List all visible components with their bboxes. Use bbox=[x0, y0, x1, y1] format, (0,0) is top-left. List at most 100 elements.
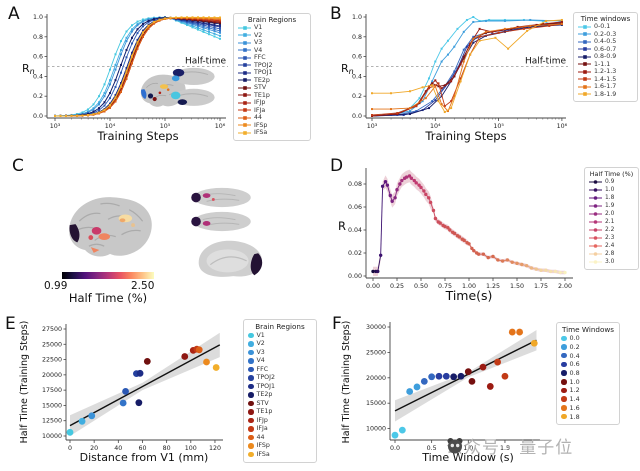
svg-text:0.04: 0.04 bbox=[348, 227, 362, 234]
svg-text:20000: 20000 bbox=[42, 372, 62, 379]
svg-text:0.6: 0.6 bbox=[33, 54, 43, 61]
panel-b-learning-curves-by-time-window: 0.0 0.2 0.4 0.6 0.8 1.0 10³ 10⁴ 10⁵ 10⁶ Half-time T… bbox=[341, 14, 568, 143]
svg-text:0.02: 0.02 bbox=[348, 250, 362, 257]
legend-entry: TPOJ2 bbox=[247, 374, 313, 383]
legend-entry: IFJa bbox=[237, 107, 307, 115]
svg-text:Time Window (s): Time Window (s) bbox=[421, 451, 514, 464]
svg-text:1.75: 1.75 bbox=[534, 283, 548, 290]
legend-entry: 1.2-1.3 bbox=[577, 68, 634, 76]
legend-entry: TE2p bbox=[237, 77, 307, 85]
svg-text:15000: 15000 bbox=[366, 400, 386, 407]
svg-text:0.4: 0.4 bbox=[33, 73, 43, 80]
watermark: 公众号 · 量子位 bbox=[446, 433, 573, 458]
legend-entry: IFJp bbox=[237, 99, 307, 107]
legend-entry: 1.4 bbox=[560, 395, 616, 404]
svg-text:25000: 25000 bbox=[366, 349, 386, 356]
legend-title: Time windows bbox=[580, 15, 631, 23]
panel-d-r-vs-time-curve: 0.00 0.02 0.04 0.06 0.08 0.00 0.25 0.50 0.75 1.00… bbox=[338, 168, 573, 303]
svg-text:0: 0 bbox=[68, 445, 72, 452]
svg-text:22500: 22500 bbox=[42, 357, 62, 364]
legend-entry: V3 bbox=[247, 348, 313, 357]
legend-entry: STV bbox=[247, 399, 313, 408]
legend-entry: 2.4 bbox=[588, 242, 635, 250]
svg-text:Half-time: Half-time bbox=[525, 57, 567, 67]
svg-text:0.06: 0.06 bbox=[348, 204, 362, 211]
svg-text:0.0: 0.0 bbox=[33, 113, 43, 120]
svg-text:1.0: 1.0 bbox=[352, 14, 362, 21]
legend-entry: 2.0 bbox=[588, 210, 635, 218]
legend-brain-regions-e: Brain Regions V1 V2 V3 V4 FFC TPOJ2 TPOJ1 TE2p ST… bbox=[243, 319, 317, 463]
brain-lateral-view bbox=[69, 197, 152, 257]
svg-text:0.00: 0.00 bbox=[348, 273, 362, 280]
legend-entry: 1.8-1.9 bbox=[577, 91, 634, 99]
panel-e-label: E bbox=[5, 314, 16, 334]
legend-entry: 1.6 bbox=[560, 404, 616, 413]
legend-entry: IFSa bbox=[237, 129, 307, 137]
panel-f-label: F bbox=[332, 314, 342, 334]
legend-entry: 0.9 bbox=[588, 178, 635, 186]
svg-text:1.00: 1.00 bbox=[462, 283, 476, 290]
svg-text:10⁶: 10⁶ bbox=[557, 123, 568, 130]
svg-text:10000: 10000 bbox=[366, 426, 386, 433]
svg-text:1.5: 1.5 bbox=[500, 445, 510, 452]
svg-text:17500: 17500 bbox=[42, 387, 62, 394]
svg-text:30000: 30000 bbox=[366, 324, 386, 331]
legend-entry: IFJa bbox=[247, 425, 313, 434]
svg-text:2.00: 2.00 bbox=[558, 283, 572, 290]
svg-text:Time(s): Time(s) bbox=[445, 288, 493, 303]
svg-text:1.0: 1.0 bbox=[463, 445, 473, 452]
svg-text:10³: 10³ bbox=[50, 123, 61, 130]
panel-e-halftime-vs-distance-scatter: 10000 12500 15000 17500 20000 22500 25000 27500… bbox=[19, 321, 223, 464]
legend-entry: 1-1.1 bbox=[577, 61, 634, 69]
colorbar-min-label: 0.99 bbox=[44, 280, 68, 292]
svg-text:10³: 10³ bbox=[367, 123, 378, 130]
legend-entry: 1.6-1.7 bbox=[577, 83, 634, 91]
svg-text:100: 100 bbox=[185, 445, 197, 452]
legend-entry: V2 bbox=[247, 340, 313, 349]
legend-title: Brain Regions bbox=[247, 16, 297, 24]
svg-text:Half Time (Training Steps): Half Time (Training Steps) bbox=[341, 321, 352, 444]
svg-text:10⁴: 10⁴ bbox=[105, 123, 116, 130]
legend-entry: 1.9 bbox=[588, 202, 635, 210]
legend-entry: V4 bbox=[237, 47, 307, 55]
legend-entry: 0.8 bbox=[560, 369, 616, 378]
svg-text:Training Steps: Training Steps bbox=[96, 129, 178, 143]
svg-text:0.25: 0.25 bbox=[390, 283, 404, 290]
svg-text:1.50: 1.50 bbox=[510, 283, 524, 290]
svg-text:80: 80 bbox=[163, 445, 171, 452]
legend-entry: IFSp bbox=[237, 122, 307, 130]
svg-text:0.2: 0.2 bbox=[33, 93, 43, 100]
legend-entry: FFC bbox=[247, 365, 313, 374]
legend-entry: V4 bbox=[247, 357, 313, 366]
svg-text:10⁵: 10⁵ bbox=[493, 123, 504, 130]
legend-entry: V3 bbox=[237, 39, 307, 47]
legend-entry: 2.3 bbox=[588, 234, 635, 242]
legend-entry: V2 bbox=[237, 32, 307, 40]
svg-text:0.75: 0.75 bbox=[438, 283, 452, 290]
legend-entry: 1.4-1.5 bbox=[577, 76, 634, 84]
legend-entry: 3.0 bbox=[588, 258, 635, 266]
legend-entry: TE2p bbox=[247, 391, 313, 400]
panel-d-label: D bbox=[330, 156, 344, 176]
panel-c-label: C bbox=[12, 156, 24, 176]
qbitai-panda-logo-icon bbox=[447, 438, 463, 454]
legend-entry: 0.8-0.9 bbox=[577, 53, 634, 61]
legend-entry: V1 bbox=[237, 24, 307, 32]
svg-text:Half-time: Half-time bbox=[185, 57, 227, 67]
svg-text:15000: 15000 bbox=[42, 402, 62, 409]
svg-text:20: 20 bbox=[90, 445, 98, 452]
legend-entry: 1.2 bbox=[560, 386, 616, 395]
brain-inset-stacked-views bbox=[170, 67, 215, 106]
svg-text:Distance from V1 (mm): Distance from V1 (mm) bbox=[80, 451, 209, 464]
svg-text:27500: 27500 bbox=[42, 326, 62, 333]
legend-entry: 1.0 bbox=[560, 377, 616, 386]
legend-time-windows-b: Time windows 0-0.1 0.2-0.3 0.4-0.5 0.6-0.7 0.… bbox=[573, 12, 638, 102]
svg-text:10⁴: 10⁴ bbox=[430, 123, 441, 130]
legend-entry: TE1p bbox=[247, 408, 313, 417]
svg-text:Training Steps: Training Steps bbox=[424, 129, 506, 143]
svg-text:10⁵: 10⁵ bbox=[160, 123, 171, 130]
legend-entry: 44 bbox=[237, 114, 307, 122]
legend-entry: 0-0.1 bbox=[577, 23, 634, 31]
panel-b-label: B bbox=[330, 4, 342, 24]
svg-text:0.8: 0.8 bbox=[33, 34, 43, 41]
